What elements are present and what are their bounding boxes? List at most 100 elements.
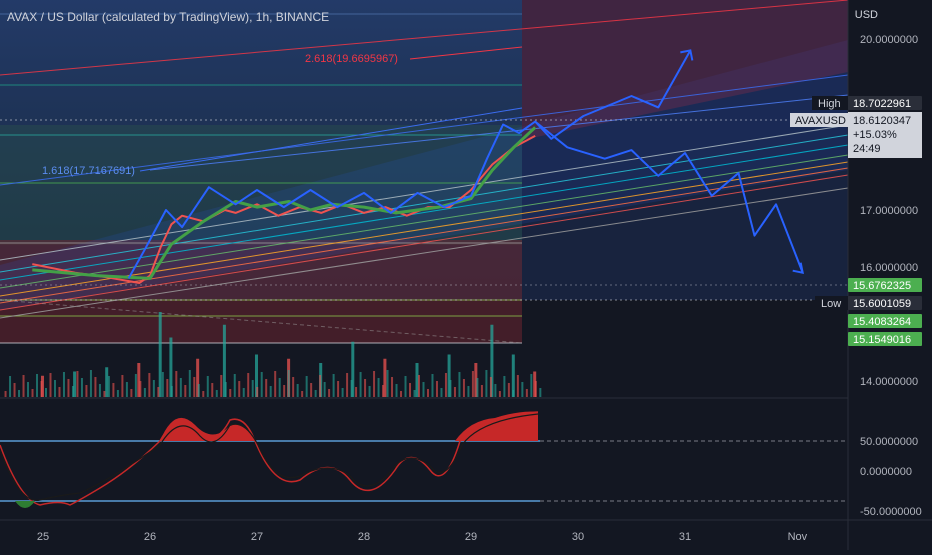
volume-bar [121,375,124,397]
volume-bar [400,391,403,397]
fib-label-2618: 2.618(19.6695967) [305,53,398,65]
volume-bar [89,370,92,397]
volume-bar [476,378,479,397]
volume-bar [382,385,385,397]
volume-bar [130,389,133,397]
volume-bar [474,363,478,397]
volume-bar [314,390,317,397]
volume-bar [494,384,497,397]
volume-bar [274,371,277,397]
volume-bar [229,389,232,397]
volume-bar [516,375,519,397]
volume-bar [415,363,419,397]
volume-bar [426,389,429,397]
volume-bar [395,384,398,397]
volume-bar [13,383,16,397]
history-zone-red [0,240,522,343]
high-value-tag: 18.7022961 [853,98,911,110]
volume-bar [161,372,164,397]
low-label-bg [815,296,848,310]
volume-bar [71,386,74,397]
low-value-tag-bg [848,296,922,310]
volume-bar [422,382,425,397]
volume-bar [22,375,25,397]
fib-channel-line [0,154,849,289]
volume-bar [409,383,412,397]
volume-bar [67,379,70,397]
volume-bar [103,391,106,397]
volume-bar [292,377,295,397]
fib-channel-line [0,187,849,319]
volume-bar [269,386,272,397]
volume-bar [196,358,200,397]
time-tick-label: Nov [788,531,808,543]
volume-bar [125,382,128,397]
time-tick-label: 29 [465,531,477,543]
volume-bar [73,371,77,397]
price-tick-label: 16.0000000 [860,262,918,274]
volume-bar [490,324,494,397]
volume-bar [193,377,196,397]
volume-bar [9,376,12,397]
volume-bar [105,367,109,397]
volume-bar [85,385,88,397]
low-value-tag: 15.6001059 [853,298,911,310]
time-tick-label: 25 [37,531,49,543]
volume-bar [337,381,340,397]
volume-bar [301,391,304,397]
volume-bar [220,375,223,397]
projection-arrow-up [680,49,694,61]
volume-bar [31,389,34,397]
fib-channel-line [0,124,849,261]
volume-bar [453,387,456,397]
volume-bar [215,390,218,397]
high-value-tag-bg [848,96,922,110]
volume-bar [242,388,245,397]
fib-channel-line [0,174,849,311]
volume-bar [49,373,52,397]
level-tag-3-bg [848,332,922,346]
volume-bar [521,382,524,397]
time-tick-label: 30 [572,531,584,543]
volume-bar [62,372,65,397]
fib-channel-line [0,74,849,186]
volume-bar [283,385,286,397]
volume-bar [373,371,376,397]
volume-bar [391,377,394,397]
fib-channel-line [0,134,849,273]
moving-average-green [32,126,537,280]
volume-bar [166,379,169,397]
time-tick-label: 27 [251,531,263,543]
time-tick-label: 31 [679,531,691,543]
level-tag-3: 15.1549016 [853,334,911,346]
volume-bar [440,388,443,397]
osc-overbought-fill [160,417,255,441]
volume-bar [364,379,367,397]
volume-bar [255,354,258,397]
projection-arrow-down [792,262,804,274]
volume-bar [351,341,355,397]
price-tick-label: 14.0000000 [860,376,918,388]
fib-channel-line [0,0,849,76]
volume-bar [417,375,420,397]
volume-bar [485,370,488,397]
volume-bar [507,383,510,397]
low-label: Low [821,298,841,310]
volume-bar [498,391,501,397]
volume-bar [355,387,358,397]
projection-path-blue [534,120,804,274]
volume-bar [449,380,452,397]
trend-dashed-line [0,299,523,344]
volume-bar [489,377,492,397]
volume-bar [224,382,227,397]
volume-bar [27,382,30,397]
volume-bar [525,389,528,397]
level-tag-2: 15.4083264 [853,316,911,328]
volume-bar [137,363,141,397]
volume-bar [139,381,142,397]
volume-bar [107,376,110,397]
bar-countdown: 24:49 [853,143,881,155]
volume-bar [447,354,451,397]
volume-bar [157,387,160,397]
osc-oversold-fill [15,501,35,508]
